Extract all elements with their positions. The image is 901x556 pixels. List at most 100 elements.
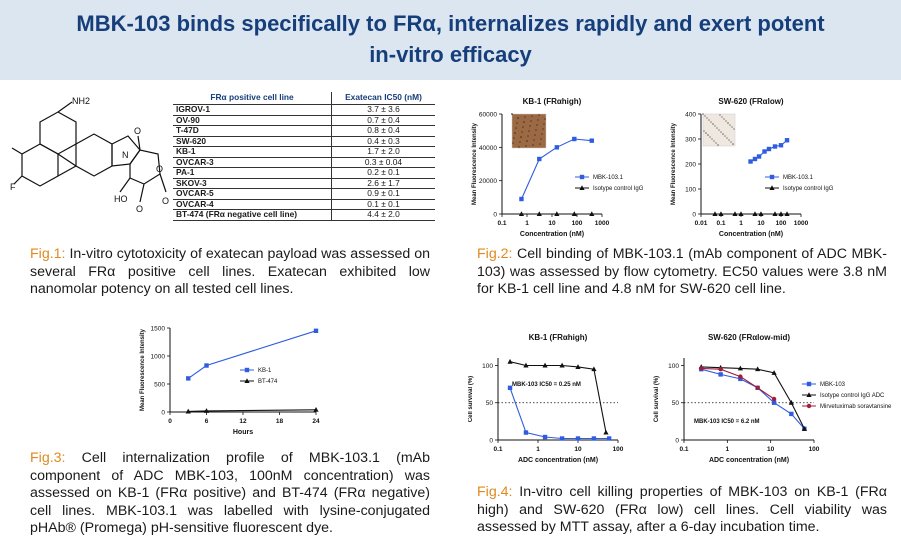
data-point xyxy=(771,400,777,405)
fig2-caption: Fig.2: Cell binding of MBK-103.1 (mAb co… xyxy=(477,246,887,299)
data-point xyxy=(737,365,743,371)
table-header-ic50: Exatecan IC50 (nM) xyxy=(331,92,435,105)
legend-label: BT-474 xyxy=(258,379,278,385)
y-axis-label: Mean Fluorescence Intensity xyxy=(140,328,146,411)
ic50-value: 0.9 ± 0.1 xyxy=(331,188,435,200)
x-tick-label: 0.1 xyxy=(493,446,502,453)
fig1-caption: Fig.1: In-vitro cytotoxicity of exatecan… xyxy=(30,246,430,299)
micrograph-speck xyxy=(712,123,714,125)
micrograph-speck xyxy=(521,131,523,133)
micrograph-speck xyxy=(713,140,715,142)
title-line-1: MBK-103 binds specifically to FRα, inter… xyxy=(76,11,825,36)
legend-marker xyxy=(579,174,585,180)
legend-marker xyxy=(244,367,250,373)
micrograph-speck xyxy=(515,127,517,129)
x-tick-label: 18 xyxy=(276,418,284,425)
legend-label: MBK-103.1 xyxy=(783,175,814,181)
micrograph-speck xyxy=(514,132,516,134)
series-line-isotype-control-igg-adc xyxy=(509,361,607,433)
data-point xyxy=(313,328,319,333)
ic50-annotation: MBK-103 IC50 = 0.25 nM xyxy=(512,382,581,388)
chart-title: SW-620 (FRαlow-mid) xyxy=(708,333,790,342)
cell-line: OVCAR-5 xyxy=(173,188,332,200)
micrograph-speck xyxy=(722,133,724,135)
micrograph-speck xyxy=(528,130,530,132)
mol-label-o4: O xyxy=(136,204,143,214)
data-point xyxy=(755,385,760,391)
data-point xyxy=(518,211,525,216)
series-line-kb-1 xyxy=(187,330,317,379)
mol-label-o2: O xyxy=(156,164,163,174)
y-axis-label: Mean Fluorescence Intensity xyxy=(671,122,677,205)
data-point xyxy=(507,358,513,364)
micrograph-speck xyxy=(538,114,540,116)
y-tick-label: 1000 xyxy=(151,354,166,361)
fig1-text: In-vitro cytotoxicity of exatecan payloa… xyxy=(30,246,430,297)
data-point xyxy=(571,211,577,216)
table-row: IGROV-1 3.7 ± 3.6 xyxy=(173,104,435,116)
x-tick-label: 10 xyxy=(767,446,775,453)
data-point xyxy=(801,426,807,431)
ic50-table: FRα positive cell line Exatecan IC50 (nM… xyxy=(173,92,435,221)
micrograph-speck xyxy=(542,128,544,130)
y-tick-label: 0 xyxy=(161,410,165,417)
micrograph-speck xyxy=(729,124,731,126)
data-point xyxy=(784,211,790,216)
y-tick-label: 40000 xyxy=(479,145,497,152)
micrograph-speck xyxy=(727,122,729,124)
data-point xyxy=(204,363,209,368)
fig4-kb1-chart: KB-1 (FRαhigh) 0 50 100 0.1 1 10 100 ADC concent… xyxy=(468,333,624,464)
data-point xyxy=(762,149,767,154)
x-tick-label: 0.1 xyxy=(679,446,688,453)
data-point xyxy=(738,376,743,382)
x-tick-label: 0.1 xyxy=(497,220,506,227)
micrograph-speck xyxy=(710,121,712,123)
ic50-value: 3.7 ± 3.6 xyxy=(331,104,435,116)
micrograph-speck xyxy=(540,138,542,140)
data-point xyxy=(738,211,744,216)
micrograph-speck xyxy=(518,146,520,148)
cell-line: T-47D xyxy=(173,125,332,137)
data-point xyxy=(575,364,581,369)
micrograph-speck xyxy=(706,117,708,119)
data-point xyxy=(537,156,542,162)
mol-label-nh2: NH2 xyxy=(72,96,90,106)
data-point xyxy=(778,143,784,148)
micrograph-speck xyxy=(526,140,528,142)
legend-label: MBK-103 xyxy=(820,382,846,388)
table-row: OVCAR-3 0.3 ± 0.04 xyxy=(173,157,435,168)
y-axis-label: Mean Fluorescence Intensity xyxy=(472,122,478,205)
x-tick-label: 1 xyxy=(525,220,529,227)
x-tick-label: 10 xyxy=(548,220,556,227)
x-tick-label: 0.1 xyxy=(716,220,725,227)
data-point xyxy=(738,374,743,379)
ic50-value: 0.3 ± 0.04 xyxy=(331,157,435,168)
cell-line: OVCAR-4 xyxy=(173,199,332,210)
y-tick-label: 200 xyxy=(685,162,696,169)
micrograph-speck xyxy=(539,143,541,145)
table-row: PA-1 0.2 ± 0.1 xyxy=(173,167,435,179)
cell-line: OVCAR-3 xyxy=(173,157,332,168)
micrograph-speck xyxy=(513,137,515,139)
y-tick-label: 500 xyxy=(154,382,165,389)
fig3-chart: 0 500 1000 1500 0 6 12 18 24 Hours Mean Fluorescen… xyxy=(140,326,320,437)
data-point xyxy=(752,156,758,162)
legend-marker xyxy=(579,185,585,190)
x-tick-label: 10 xyxy=(757,220,765,227)
data-point xyxy=(536,211,542,216)
table-row: SW-620 0.4 ± 0.3 xyxy=(173,136,435,147)
data-point xyxy=(313,406,319,412)
micrograph-speck xyxy=(730,141,732,143)
ic50-value: 0.2 ± 0.1 xyxy=(331,167,435,179)
x-axis-label: Hours xyxy=(233,429,253,436)
cell-line: BT-474 (FRα negative cell line) xyxy=(173,209,332,221)
micrograph-speck xyxy=(511,113,513,115)
x-tick-label: 12 xyxy=(239,418,247,425)
ic50-value: 4.4 ± 2.0 xyxy=(331,209,435,221)
micrograph-speck xyxy=(724,135,726,137)
y-tick-label: 50 xyxy=(672,400,680,407)
micrograph-speck xyxy=(709,136,711,138)
mol-label-n: N xyxy=(122,150,129,160)
data-point xyxy=(772,144,778,149)
ic50-value: 0.7 ± 0.4 xyxy=(331,115,435,126)
